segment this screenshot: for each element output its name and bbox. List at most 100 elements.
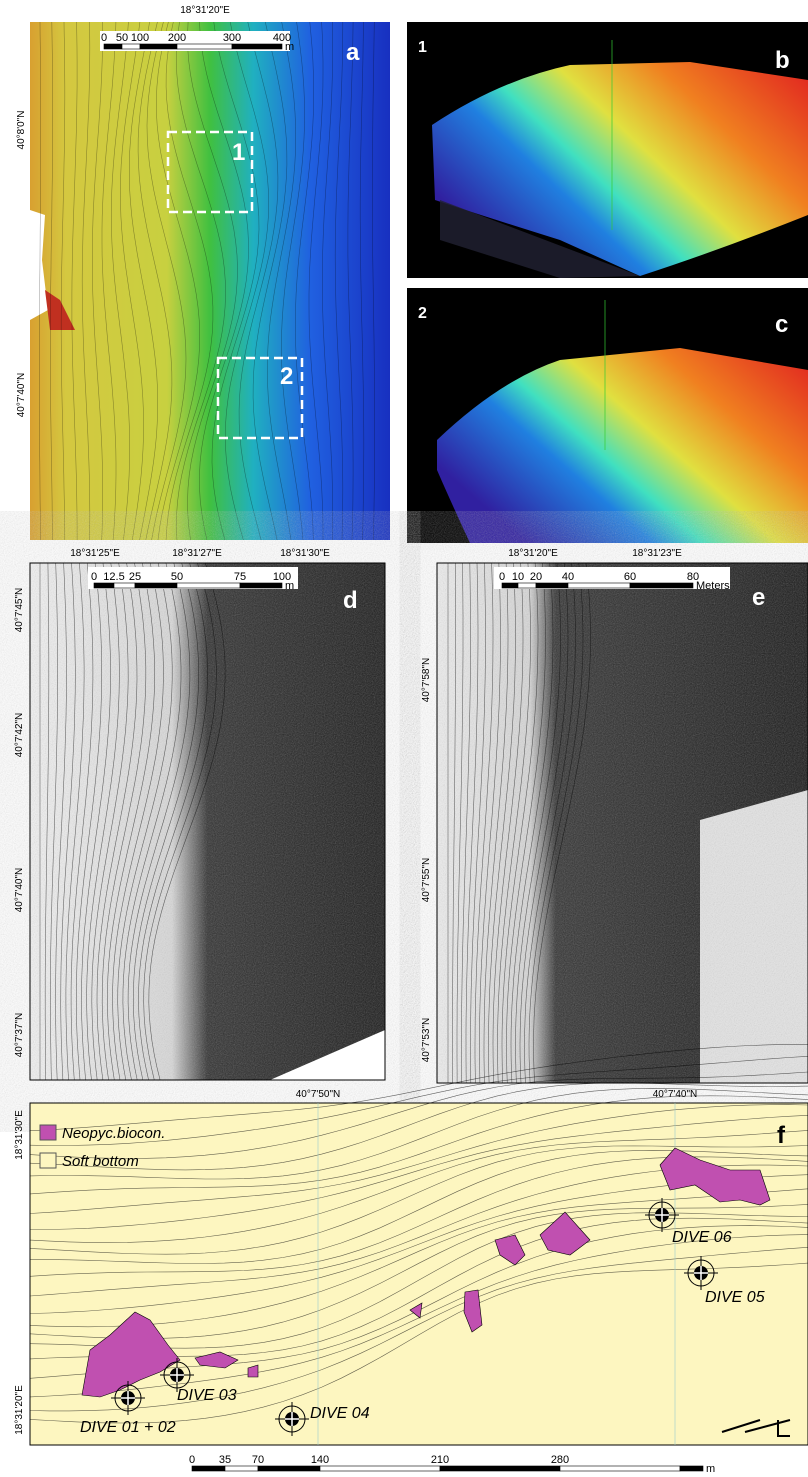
scale-segment: [191, 1465, 226, 1472]
contour: [452, 563, 456, 1084]
contour: [266, 21, 297, 541]
box-label: 1: [232, 139, 245, 166]
scale-label: 300: [223, 32, 241, 44]
contour: [470, 562, 486, 1084]
contour: [29, 1095, 808, 1195]
contour: [510, 562, 554, 1084]
contour: [474, 562, 494, 1084]
legend-swatch: [39, 1152, 57, 1169]
contour: [29, 1234, 808, 1398]
contour: [137, 21, 173, 541]
scale-segment: [439, 1465, 561, 1472]
contour: [60, 562, 76, 1081]
scale-segment: [176, 582, 241, 589]
contour: [506, 562, 546, 1084]
scale-segment: [257, 1465, 321, 1472]
contour: [71, 21, 78, 540]
panel-letter: b: [775, 47, 790, 74]
dive-dot: [170, 1368, 184, 1382]
scale-label: 50: [171, 571, 183, 583]
scale-segment: [224, 1465, 259, 1472]
scale-segment: [517, 582, 537, 589]
scale-label: 20: [530, 571, 542, 583]
contour: [483, 562, 509, 1084]
contour: [39, 21, 41, 541]
contour: [461, 562, 471, 1084]
contour: [148, 562, 226, 1081]
contour: [238, 21, 279, 541]
contour: [81, 21, 91, 541]
contour: [492, 562, 524, 1084]
lon-label: 18°31'20"E: [14, 1385, 25, 1435]
legend-label: Soft bottom: [62, 1153, 139, 1170]
panel-letter: e: [752, 584, 765, 611]
contour: [101, 21, 117, 541]
contour: [55, 562, 67, 1081]
lat-label: 40°7'40"N: [16, 373, 27, 418]
scale-unit: m: [285, 580, 294, 592]
lat-label: 40°7'42"N: [14, 713, 25, 758]
contour: [81, 562, 111, 1081]
contour: [127, 562, 191, 1081]
shallow: [45, 290, 75, 330]
scale-segment: [231, 43, 283, 50]
contour: [29, 1247, 808, 1412]
contour: [524, 562, 576, 1084]
contour: [497, 562, 531, 1084]
scale-label: 100: [131, 32, 149, 44]
contour: [29, 1082, 808, 1171]
panel-b: 1 b: [407, 22, 808, 278]
scale-label: 210: [431, 1454, 449, 1466]
panel-letter: d: [343, 587, 358, 614]
contour: [107, 562, 155, 1081]
scale-label: 400: [273, 32, 291, 44]
dive-dot: [694, 1266, 708, 1280]
panel-letter: a: [346, 39, 360, 66]
panel-letter: c: [775, 311, 788, 338]
dive-dot: [121, 1391, 135, 1405]
contour: [30, 1115, 808, 1230]
dive-label: DIVE 03: [177, 1387, 237, 1404]
contour: [479, 562, 501, 1084]
scale-unit: m: [285, 41, 294, 53]
scale-segment: [239, 582, 283, 589]
scale-segment: [319, 1465, 441, 1472]
contour: [456, 562, 464, 1083]
contour: [501, 562, 539, 1084]
contour: [294, 21, 314, 541]
contour: [129, 21, 158, 541]
lat-label: 40°7'45"N: [14, 588, 25, 633]
contour: [29, 1071, 808, 1159]
contour: [308, 21, 324, 540]
scale-unit: Meters: [696, 580, 730, 592]
contour: [199, 21, 249, 541]
lat-label: 40°7'58"N: [421, 658, 432, 703]
box-1: [166, 130, 254, 214]
panel-number: 1: [418, 39, 427, 56]
lat-label: 40°8'0"N: [16, 111, 27, 150]
surface: [437, 348, 808, 543]
scale-label: 35: [219, 1454, 231, 1466]
scale-label: 40: [562, 571, 574, 583]
contour: [122, 562, 182, 1081]
contour: [110, 21, 131, 541]
contour: [515, 562, 561, 1084]
dive-dot: [655, 1208, 669, 1222]
contour: [176, 21, 226, 541]
scale-segment: [139, 43, 178, 50]
scale-label: 280: [551, 1454, 569, 1466]
scale-segment: [501, 582, 519, 589]
contour: [29, 1262, 808, 1424]
contour: [224, 21, 270, 541]
lon-label: 18°31'20"E: [508, 548, 558, 559]
lon-label: 18°31'27"E: [172, 548, 222, 559]
lon-label: 18°31'23"E: [632, 548, 682, 559]
scale-label: 60: [624, 571, 636, 583]
contour: [488, 562, 516, 1084]
contour: [143, 562, 217, 1081]
contour: [281, 21, 305, 541]
contour: [359, 21, 365, 541]
contour: [29, 1056, 808, 1146]
